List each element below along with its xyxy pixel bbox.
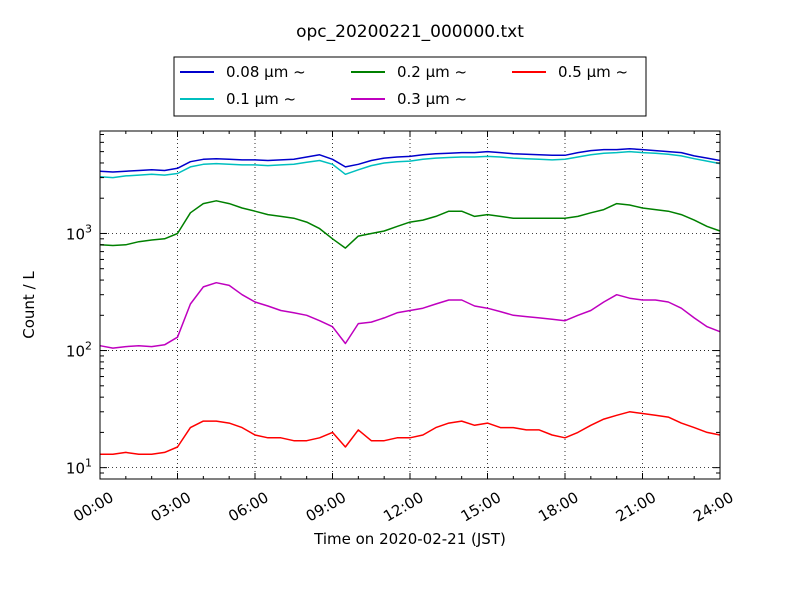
legend-label: 0.3 μm ~ [397,90,467,108]
y-tick-label: 101 [66,457,92,478]
y-tick-label: 103 [66,222,92,243]
legend-label: 0.2 μm ~ [397,63,467,81]
legend-box [173,56,647,117]
series-line-5 [100,411,721,456]
legend-label: 0.5 μm ~ [558,63,628,81]
legend: 0.08 μm ~ 0.1 μm ~ 0.2 μm ~ 0.3 μm ~ 0.5 μm … [173,56,647,117]
plot-frame [99,130,721,480]
series-lines [99,147,721,456]
x-axis-title: Time on 2020-02-21 (JST) [313,530,506,548]
y-axis-title: Count / L [20,271,38,339]
series-line-2 [99,150,721,179]
y-tick-label: 102 [66,340,92,361]
legend-label: 0.1 μm ~ [226,90,296,108]
series-line-1 [99,147,721,173]
legend-label: 0.08 μm ~ [226,63,306,81]
series-line-4 [99,281,721,349]
chart-title: opc_20200221_000000.txt [296,22,524,42]
grid [100,131,720,479]
series-line-3 [99,200,721,249]
